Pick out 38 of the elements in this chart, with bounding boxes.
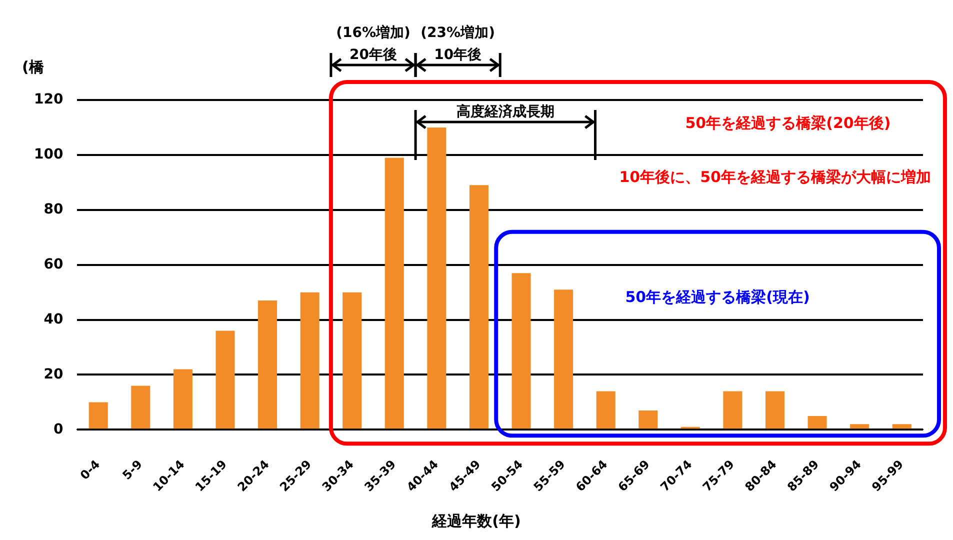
annotation: 50年を経過する橋梁(20年後) bbox=[685, 114, 891, 132]
text: 10年後 bbox=[434, 47, 482, 63]
bar bbox=[427, 127, 446, 429]
y-tick-label: 40 bbox=[44, 311, 64, 328]
bar bbox=[131, 386, 150, 429]
text: (23%増加) bbox=[420, 24, 495, 41]
y-tick-label: 100 bbox=[34, 146, 64, 163]
annotation: 10年後に、50年を経過する橋梁が大幅に増加 bbox=[619, 168, 931, 186]
bar bbox=[300, 292, 320, 429]
bar bbox=[808, 416, 827, 429]
bar bbox=[216, 330, 235, 429]
text: (16%増加) bbox=[336, 24, 410, 41]
bar bbox=[892, 424, 912, 429]
bar bbox=[258, 300, 278, 429]
bar bbox=[469, 185, 488, 429]
bar bbox=[512, 273, 531, 429]
bar bbox=[384, 158, 404, 429]
bar bbox=[638, 410, 658, 429]
x-tick-label: 5-9 bbox=[120, 457, 145, 482]
y-tick-label: 120 bbox=[34, 92, 64, 108]
y-tick-label: 60 bbox=[44, 256, 64, 272]
y-axis-title: (橋 bbox=[22, 58, 44, 77]
bar bbox=[850, 424, 870, 429]
y-tick-label: 0 bbox=[53, 421, 64, 438]
annotation: 50年を経過する橋梁(現在) bbox=[625, 288, 810, 306]
bar bbox=[88, 402, 108, 429]
y-tick-label: 80 bbox=[44, 202, 64, 218]
bar bbox=[554, 290, 574, 429]
bar bbox=[596, 391, 616, 429]
bar bbox=[342, 292, 362, 429]
bar bbox=[173, 369, 192, 429]
bar bbox=[723, 391, 742, 429]
x-tick-label: 0-4 bbox=[77, 457, 103, 482]
y-tick-label: 20 bbox=[44, 366, 64, 382]
x-axis-title: 経過年数(年) bbox=[430, 512, 522, 531]
annotation: 高度経済成長期 bbox=[456, 103, 554, 120]
text: 20年後 bbox=[350, 47, 397, 63]
bar bbox=[765, 391, 785, 429]
